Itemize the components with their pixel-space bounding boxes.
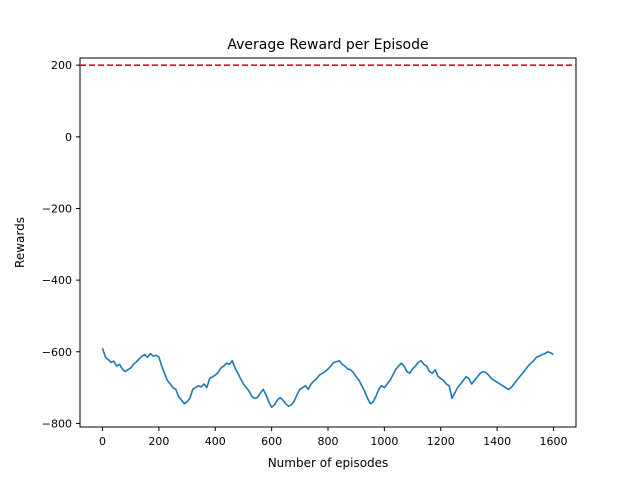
y-tick-label: −200	[42, 202, 72, 215]
x-tick-label: 1400	[483, 435, 511, 448]
x-tick-label: 1600	[539, 435, 567, 448]
y-axis-label: Rewards	[13, 217, 27, 268]
x-tick-label: 0	[99, 435, 106, 448]
y-tick-label: −600	[42, 346, 72, 359]
x-tick-label: 800	[318, 435, 339, 448]
x-axis-ticks: 0 200 400 600 800 1000 1200 1400 1600	[99, 427, 567, 448]
y-tick-label: 0	[65, 131, 72, 144]
y-tick-label: 200	[51, 59, 72, 72]
x-axis-label: Number of episodes	[268, 456, 389, 470]
y-axis-ticks: 200 0 −200 −400 −600 −800	[42, 59, 80, 430]
series-line	[101, 347, 554, 409]
x-tick-label: 200	[148, 435, 169, 448]
series-group	[101, 347, 554, 409]
x-tick-label: 1200	[427, 435, 455, 448]
chart-title: Average Reward per Episode	[227, 37, 428, 53]
x-tick-label: 400	[205, 435, 226, 448]
y-tick-label: −400	[42, 274, 72, 287]
y-tick-label: −800	[42, 417, 72, 430]
x-tick-label: 600	[261, 435, 282, 448]
x-tick-label: 1000	[370, 435, 398, 448]
